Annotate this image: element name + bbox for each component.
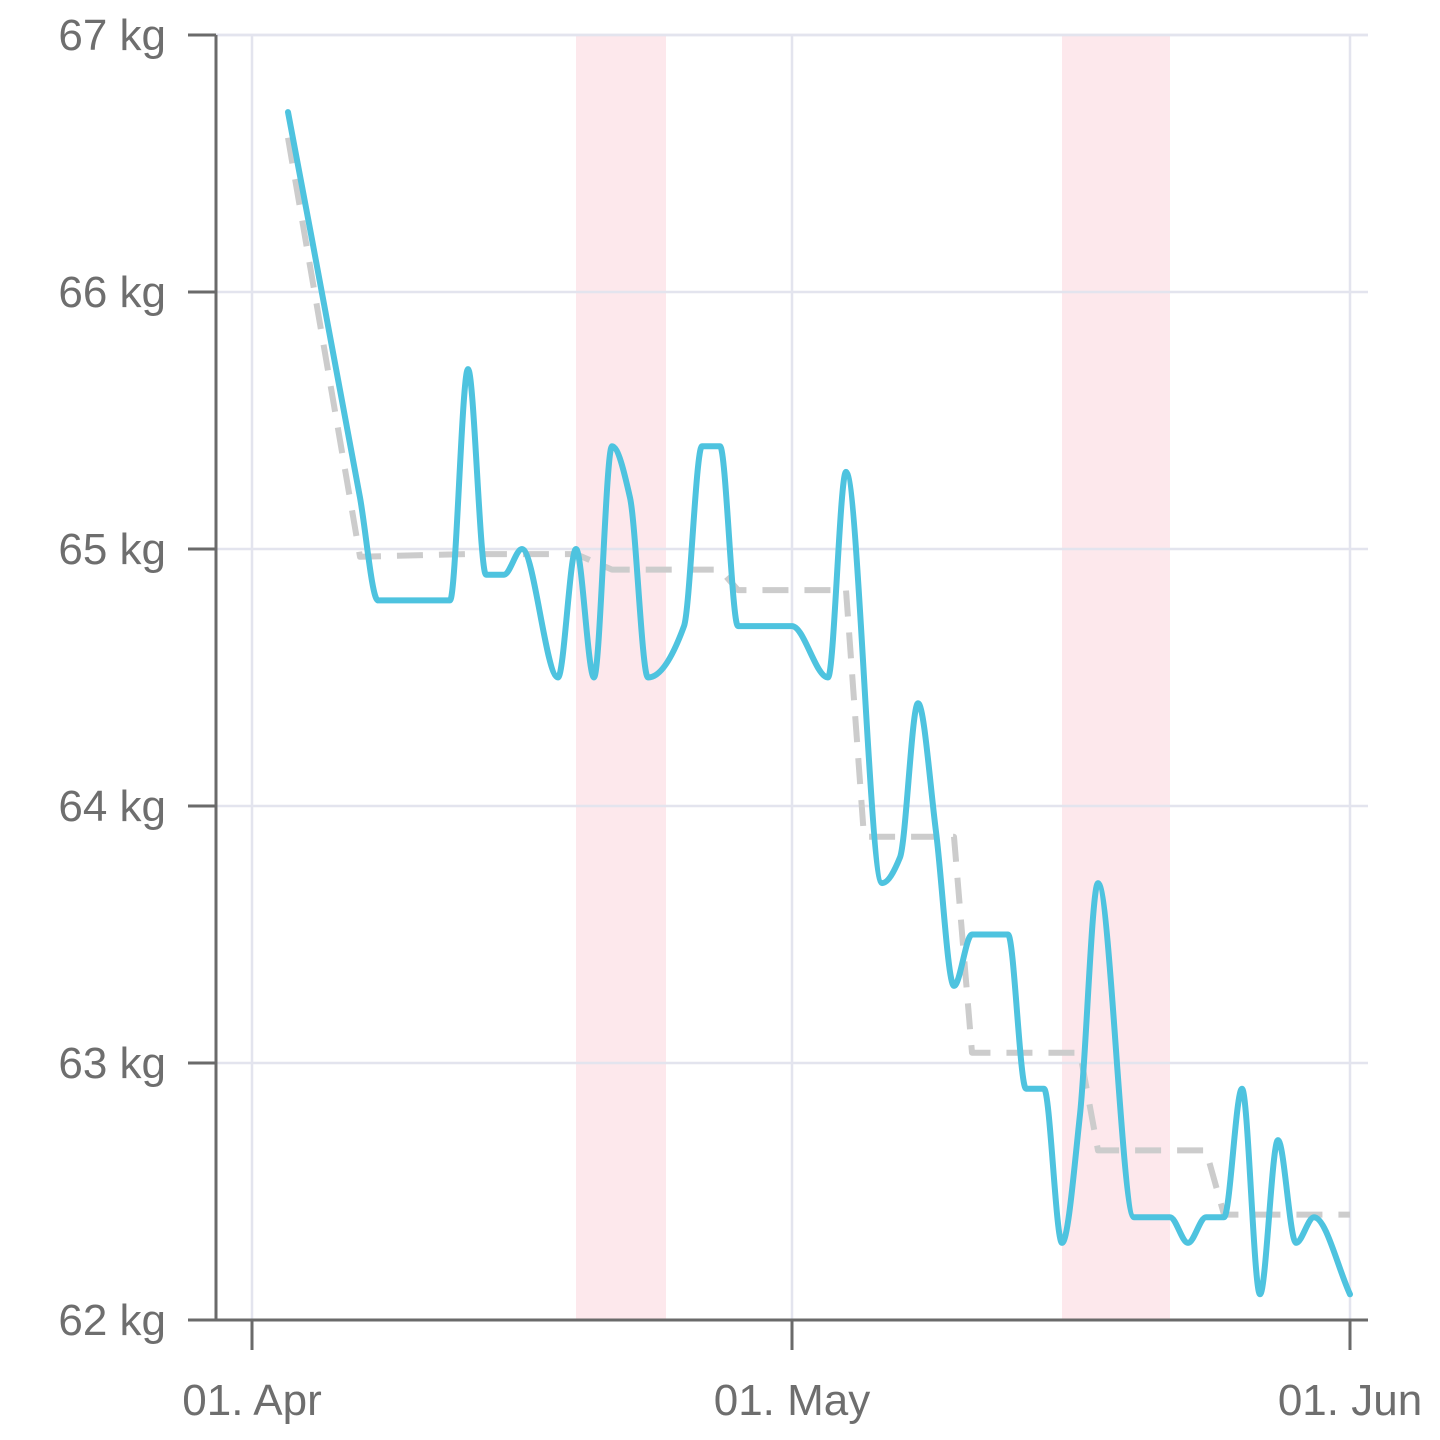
grid-lines	[216, 33, 1368, 1320]
series-layer	[285, 109, 1353, 1298]
y-tick-label: 63 kg	[58, 1039, 166, 1088]
y-tick-label: 64 kg	[58, 782, 166, 831]
x-tick-label: 01. Apr	[182, 1376, 321, 1425]
tick-labels: 62 kg 63 kg 64 kg 65 kg 66 kg 67 kg 01. Apr 01.…	[58, 11, 1422, 1425]
y-tick-label: 66 kg	[58, 268, 166, 317]
y-tick-label: 67 kg	[58, 11, 166, 60]
y-tick-label: 62 kg	[58, 1296, 166, 1345]
axes	[188, 33, 1368, 1350]
y-tick-label: 65 kg	[58, 525, 166, 574]
x-tick-label: 01. Jun	[1278, 1376, 1422, 1425]
weight-line	[285, 109, 1353, 1298]
x-tick-label: 01. May	[714, 1376, 871, 1425]
trend-line	[285, 137, 1350, 1218]
